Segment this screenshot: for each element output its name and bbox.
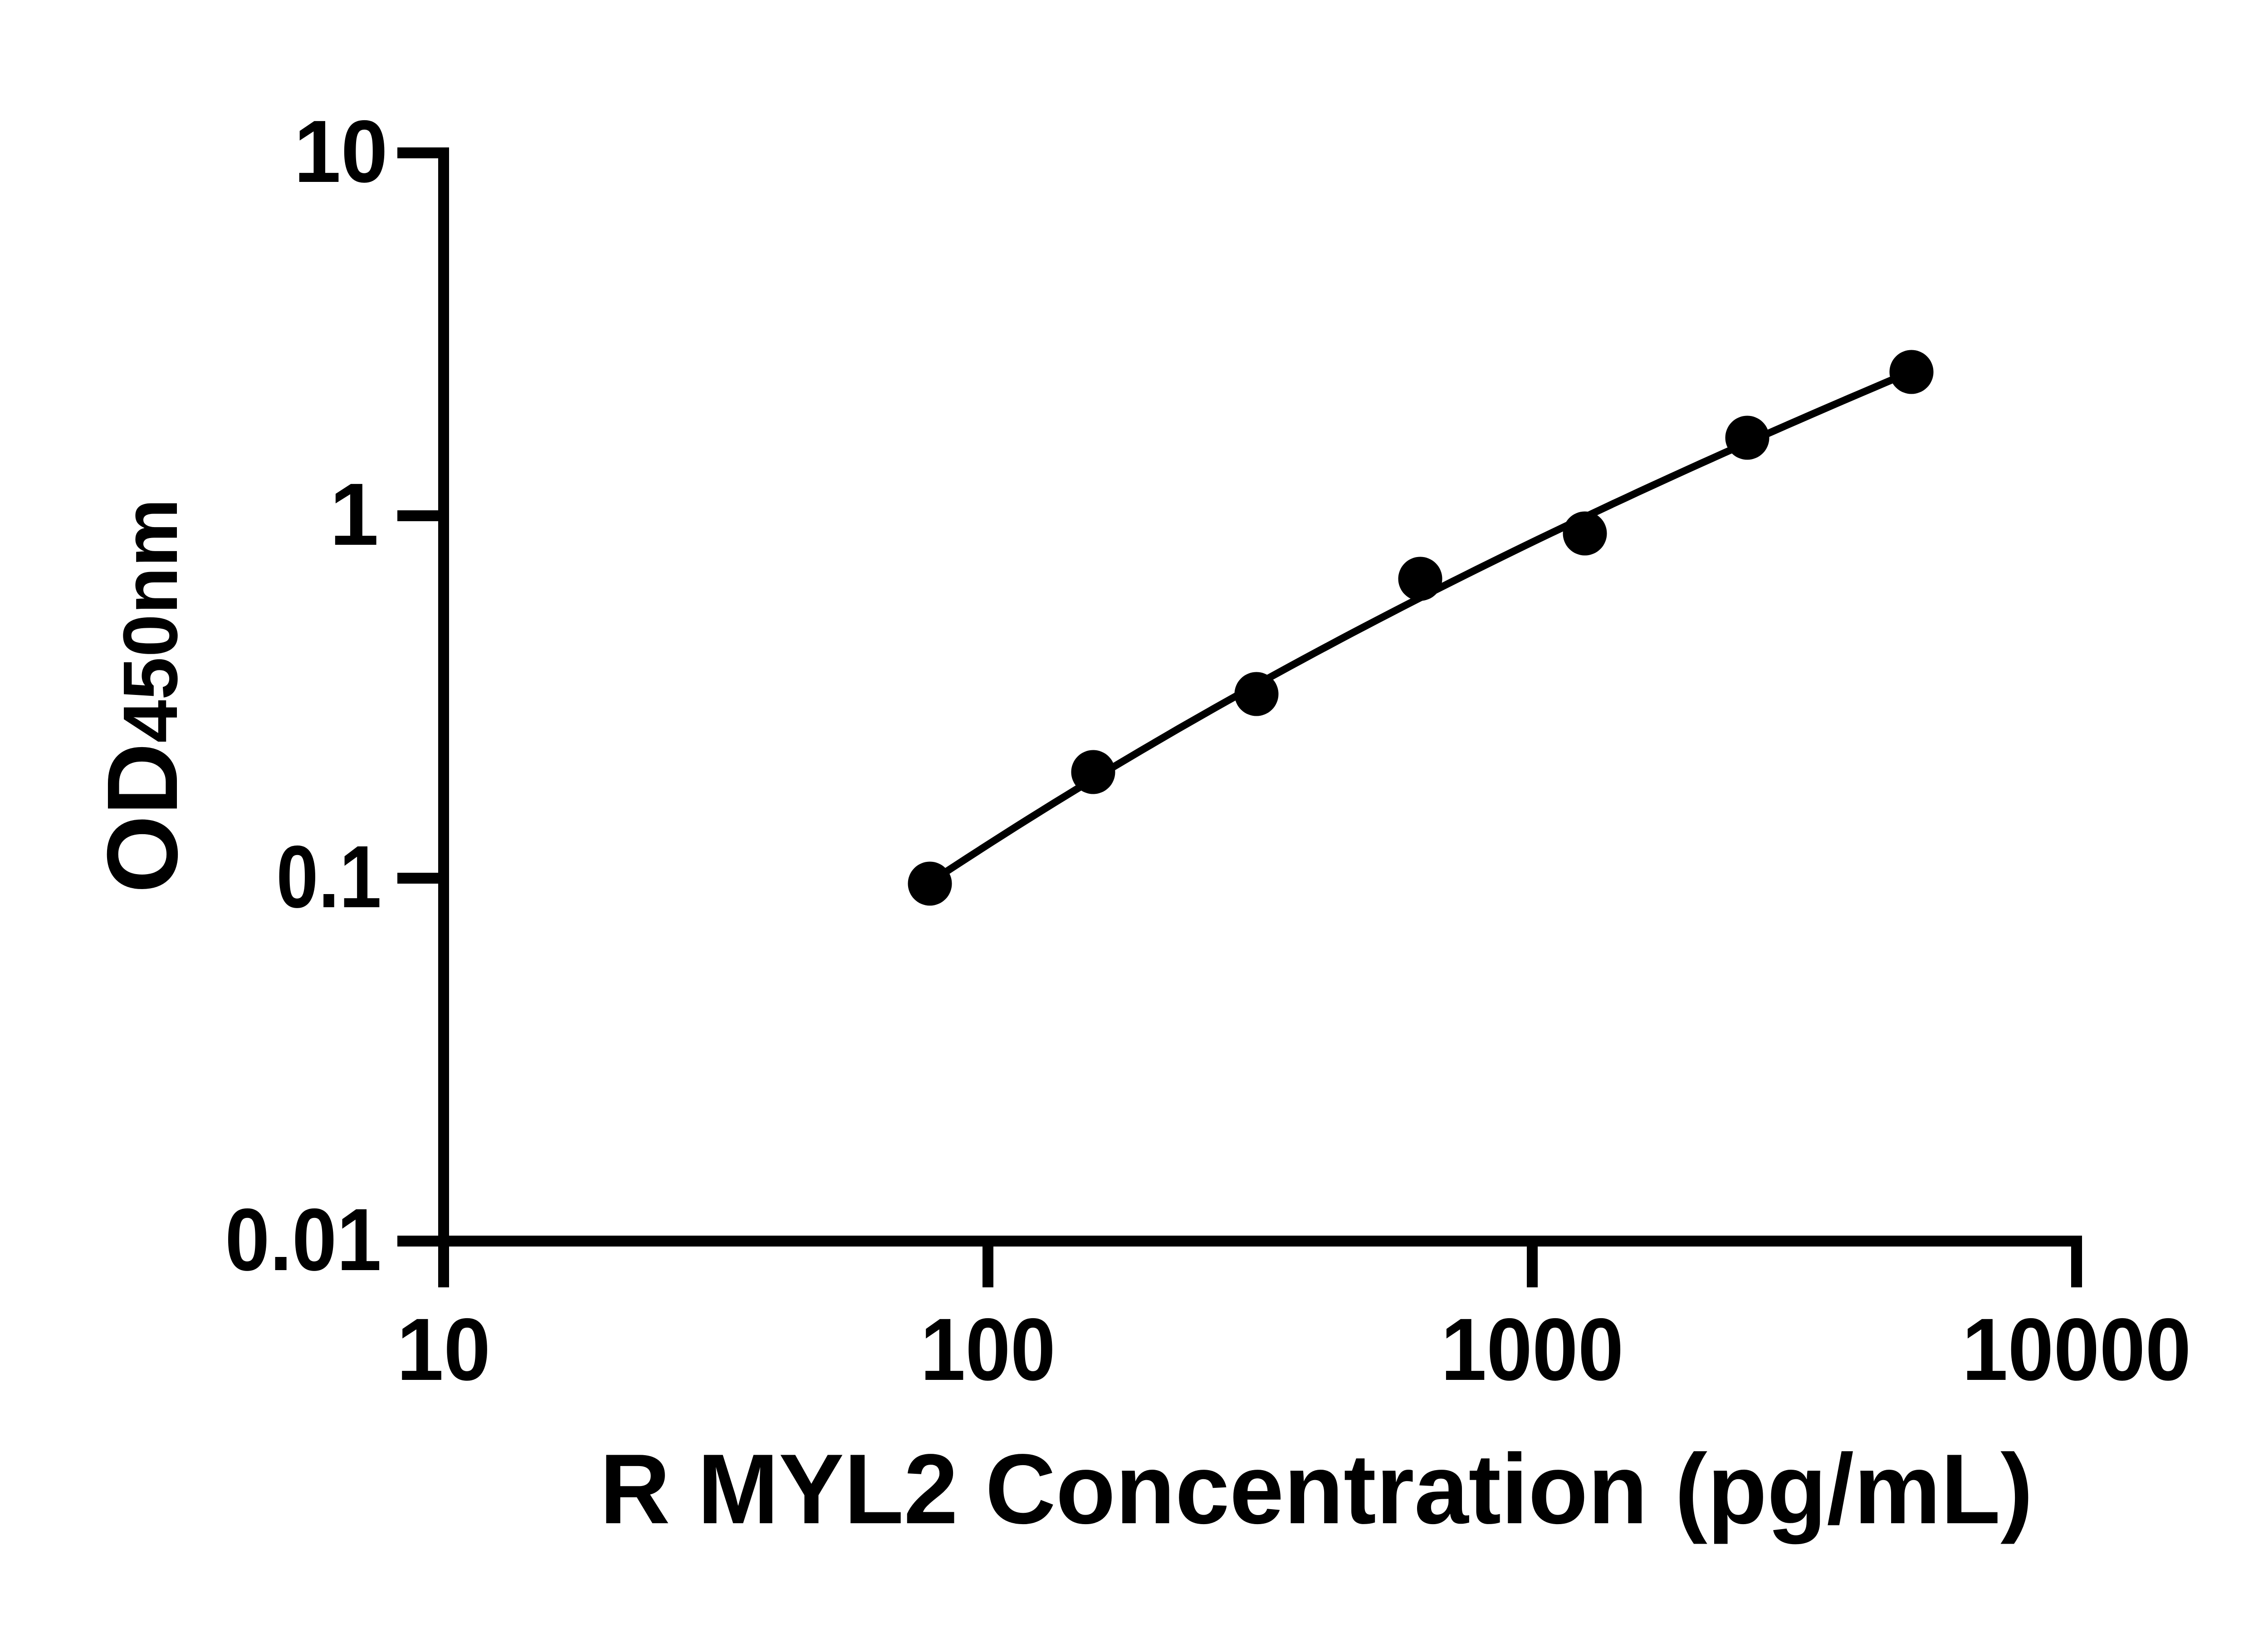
svg-text:R MYL2 Concentration (pg/mL): R MYL2 Concentration (pg/mL) <box>600 1434 2033 1545</box>
svg-text:1000: 1000 <box>1441 1300 1624 1399</box>
svg-text:10000: 10000 <box>1962 1300 2191 1399</box>
svg-text:10: 10 <box>294 102 388 201</box>
svg-text:0.1: 0.1 <box>276 827 381 926</box>
svg-text:OD450nm: OD450nm <box>86 499 198 893</box>
svg-text:100: 100 <box>920 1300 1056 1399</box>
svg-text:10: 10 <box>397 1300 491 1399</box>
svg-text:1: 1 <box>330 465 379 564</box>
svg-text:0.01: 0.01 <box>225 1190 381 1289</box>
